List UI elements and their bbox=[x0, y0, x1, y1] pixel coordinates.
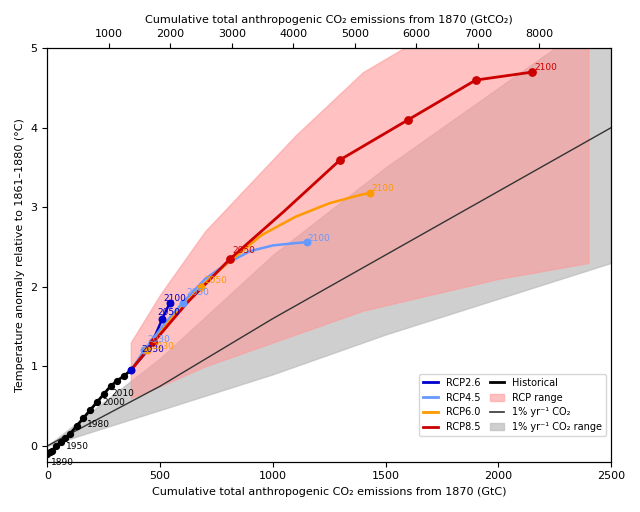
Point bbox=[51, 442, 61, 450]
Text: 2100: 2100 bbox=[163, 294, 186, 303]
Text: 2100: 2100 bbox=[534, 63, 557, 72]
Point bbox=[106, 382, 116, 390]
Point bbox=[92, 398, 102, 406]
Text: 2010: 2010 bbox=[111, 389, 134, 398]
Point bbox=[85, 406, 95, 414]
Point bbox=[148, 338, 159, 347]
Point bbox=[112, 376, 122, 385]
Text: 2030: 2030 bbox=[148, 335, 171, 345]
Point bbox=[72, 422, 82, 430]
Text: 2100: 2100 bbox=[371, 184, 394, 194]
Text: 1890: 1890 bbox=[51, 458, 74, 467]
Point bbox=[470, 76, 481, 84]
Point bbox=[365, 189, 375, 197]
Point bbox=[140, 346, 150, 354]
Point bbox=[157, 314, 168, 323]
X-axis label: Cumulative total anthropogenic CO₂ emissions from 1870 (GtC): Cumulative total anthropogenic CO₂ emiss… bbox=[152, 487, 506, 497]
Point bbox=[45, 448, 55, 456]
Text: 1950: 1950 bbox=[66, 442, 89, 451]
Point bbox=[42, 450, 52, 458]
Point bbox=[125, 366, 136, 374]
Text: 2050: 2050 bbox=[204, 276, 227, 285]
Point bbox=[47, 446, 57, 455]
Text: 2030: 2030 bbox=[152, 342, 175, 351]
Point bbox=[65, 430, 75, 438]
Point bbox=[225, 255, 235, 263]
Point bbox=[99, 390, 109, 398]
Text: 2000: 2000 bbox=[102, 398, 125, 407]
Point bbox=[141, 346, 152, 354]
Point bbox=[527, 68, 537, 76]
Text: 2030: 2030 bbox=[141, 345, 164, 354]
Point bbox=[119, 372, 129, 380]
Point bbox=[177, 298, 188, 307]
Text: 2100: 2100 bbox=[308, 234, 331, 244]
Point bbox=[301, 238, 312, 246]
Point bbox=[165, 298, 175, 307]
Text: 2050: 2050 bbox=[232, 246, 255, 255]
Point bbox=[403, 116, 413, 124]
Point bbox=[78, 414, 88, 422]
Point bbox=[56, 438, 66, 446]
Text: 1980: 1980 bbox=[87, 420, 110, 430]
Point bbox=[335, 156, 346, 164]
Text: 2050: 2050 bbox=[158, 308, 180, 316]
Legend: RCP2.6, RCP4.5, RCP6.0, RCP8.5, Historical, RCP range, 1% yr⁻¹ CO₂, 1% yr⁻¹ CO₂ : RCP2.6, RCP4.5, RCP6.0, RCP8.5, Historic… bbox=[419, 374, 606, 436]
Y-axis label: Temperature anomaly relative to 1861–1880 (°C): Temperature anomaly relative to 1861–188… bbox=[15, 118, 25, 392]
X-axis label: Cumulative total anthropogenic CO₂ emissions from 1870 (GtCO₂): Cumulative total anthropogenic CO₂ emiss… bbox=[145, 15, 513, 25]
Text: 2050: 2050 bbox=[186, 288, 209, 297]
Point bbox=[60, 434, 70, 442]
Point bbox=[196, 283, 206, 291]
Point bbox=[125, 366, 136, 374]
